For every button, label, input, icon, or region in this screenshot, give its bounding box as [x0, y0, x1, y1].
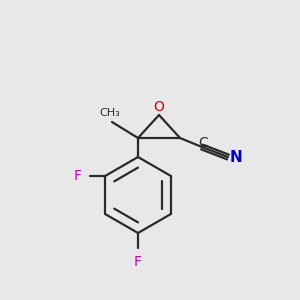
Text: F: F: [74, 169, 82, 183]
Text: F: F: [134, 255, 142, 269]
Text: N: N: [230, 149, 242, 164]
Text: O: O: [154, 100, 164, 114]
Text: C: C: [198, 136, 208, 150]
Text: CH₃: CH₃: [100, 108, 120, 118]
